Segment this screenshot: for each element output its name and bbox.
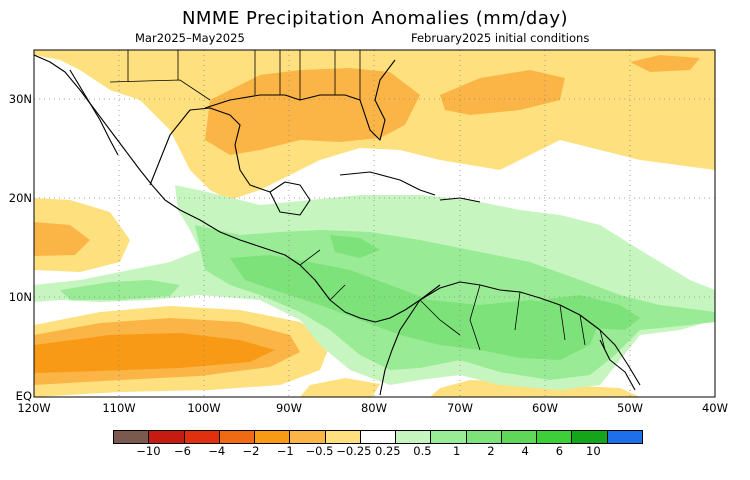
- map-title: NMME Precipitation Anomalies (mm/day): [181, 8, 569, 29]
- lat-label-eq: EQ: [15, 389, 32, 403]
- coastline-hispaniola: [439, 197, 481, 203]
- initial-conditions: February2025 initial conditions: [411, 31, 590, 45]
- dry-region-gulf: [205, 68, 420, 155]
- coastline-mexico-gulf: [149, 107, 286, 193]
- dry-region-pacific-west-core: [34, 222, 90, 256]
- lon-label-100w: 100W: [187, 401, 221, 415]
- border-south-america: [419, 284, 606, 351]
- legend-swatch: [359, 431, 395, 443]
- dry-region-amazon: [430, 380, 640, 397]
- lon-label-40w: 40W: [701, 401, 728, 415]
- legend-swatch: [500, 431, 536, 443]
- legend-tick-label: 6: [555, 444, 564, 458]
- legend-swatch: [218, 431, 254, 443]
- coastline-cuba: [339, 171, 436, 196]
- legend-swatch: [324, 431, 360, 443]
- legend-swatch: [536, 431, 572, 443]
- wet-region-core-north: [330, 235, 380, 258]
- legend-tick-label: −0.5: [305, 444, 334, 458]
- legend-tick-label: 0.5: [413, 444, 432, 458]
- legend-tick-label: −0.25: [336, 444, 372, 458]
- coastline-americas: [34, 54, 641, 386]
- wet-region-mid-west: [60, 280, 180, 300]
- lat-label-20n: 20N: [8, 191, 32, 205]
- legend-tick-label: −2: [242, 444, 260, 458]
- legend-tick-label: 4: [521, 444, 529, 458]
- dry-region-atlantic: [440, 70, 565, 115]
- lon-label-50w: 50W: [616, 401, 643, 415]
- lon-label-60w: 60W: [531, 401, 558, 415]
- legend-swatch: [183, 431, 219, 443]
- legend-tick-label: 10: [586, 444, 601, 458]
- dry-region-pacific-south-inner: [34, 333, 275, 373]
- legend-swatch: [430, 431, 466, 443]
- lat-label-10n: 10N: [8, 290, 32, 304]
- lon-label-110w: 110W: [102, 401, 136, 415]
- lon-label-70w: 70W: [446, 401, 473, 415]
- border-us-states: [127, 50, 361, 100]
- forecast-period: Mar2025–May2025: [135, 31, 245, 45]
- coastline-yucatan: [269, 181, 311, 216]
- legend-swatch: [395, 431, 431, 443]
- legend-swatch: [465, 431, 501, 443]
- coastline-south-america-north: [379, 284, 441, 396]
- legend-swatch: [571, 431, 607, 443]
- legend-tick-label: −4: [208, 444, 226, 458]
- legend-swatch: [254, 431, 290, 443]
- legend-tick-label: −10: [136, 444, 161, 458]
- legend-tick-label: 2: [487, 444, 495, 458]
- lon-label-90w: 90W: [275, 401, 302, 415]
- color-legend: [113, 430, 643, 444]
- legend-tick-label: 0.25: [375, 444, 401, 458]
- dry-region-atlantic-east: [630, 55, 700, 72]
- lon-label-120w: 120W: [17, 401, 51, 415]
- legend-swatch: [606, 431, 642, 443]
- coastline-baja: [69, 69, 119, 156]
- legend-tick-label: −6: [174, 444, 191, 458]
- legend-tick-label: −1: [276, 444, 294, 458]
- legend-swatch: [148, 431, 184, 443]
- lon-label-80w: 80W: [360, 401, 387, 415]
- legend-swatch: [289, 431, 325, 443]
- lat-label-30n: 30N: [8, 92, 32, 106]
- coastline-us-gulf: [204, 59, 396, 141]
- border-us-mexico: [109, 79, 211, 101]
- border-central-america: [299, 249, 346, 301]
- legend-tick-label: 1: [453, 444, 461, 458]
- dry-region-coast: [300, 378, 380, 397]
- wet-region-core-east: [540, 295, 640, 330]
- legend-swatch: [114, 431, 149, 443]
